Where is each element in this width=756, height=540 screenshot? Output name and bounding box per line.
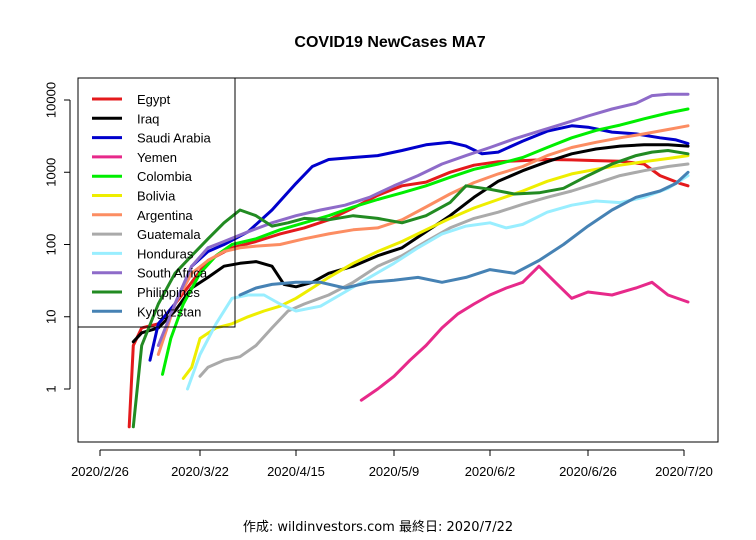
legend-box [77, 77, 236, 328]
series-line-south-africa [156, 92, 690, 347]
series-line-argentina [156, 124, 690, 356]
y-tick-label: 10000 [43, 82, 58, 118]
legend-label-yemen: Yemen [137, 150, 177, 165]
series-line-philippines [131, 149, 690, 429]
y-tick-label: 1 [43, 385, 58, 392]
x-tick-label: 2020/2/26 [71, 464, 129, 479]
series-line-bolivia [181, 154, 690, 380]
footer-credit: 作成: wildinvestors.com 最終日: 2020/7/22 [242, 520, 514, 535]
x-tick-label: 2020/5/9 [369, 464, 420, 479]
series-line-yemen [359, 264, 690, 402]
y-tick-label: 1000 [43, 158, 58, 187]
legend-label-saudi-arabia: Saudi Arabia [137, 131, 211, 146]
y-axis: 1 10 100 1000 10000 [43, 82, 71, 393]
x-tick-label: 2020/6/2 [465, 464, 516, 479]
x-tick-label: 2020/3/22 [171, 464, 229, 479]
legend: Egypt Iraq Saudi Arabia Yemen Colombia Bolivi… [77, 77, 236, 328]
legend-label-iraq: Iraq [137, 111, 159, 126]
chart-title: COVID19 NewCases MA7 [294, 34, 485, 51]
y-tick-label: 10 [43, 310, 58, 324]
legend-label-colombia: Colombia [137, 169, 193, 184]
legend-label-egypt: Egypt [137, 92, 171, 107]
legend-label-philippines: Philippines [137, 285, 200, 300]
x-tick-label: 2020/7/20 [655, 464, 713, 479]
legend-label-guatemala: Guatemala [137, 227, 201, 242]
legend-label-honduras: Honduras [137, 246, 194, 261]
x-tick-label: 2020/6/26 [559, 464, 617, 479]
legend-label-argentina: Argentina [137, 208, 193, 223]
legend-label-south-africa: South Africa [137, 266, 208, 281]
legend-label-kyrgyzstan: Kyrgyzstan [137, 304, 201, 319]
series-line-honduras [186, 174, 690, 391]
y-tick-label: 100 [43, 234, 58, 256]
legend-label-bolivia: Bolivia [137, 189, 176, 204]
x-axis: 2020/2/26 2020/3/22 2020/4/15 2020/5/9 2020/… [71, 449, 713, 479]
series-line-kyrgyzstan [238, 170, 690, 297]
series-line-egypt [127, 158, 690, 429]
x-tick-label: 2020/4/15 [267, 464, 325, 479]
series-line-iraq [131, 143, 690, 344]
